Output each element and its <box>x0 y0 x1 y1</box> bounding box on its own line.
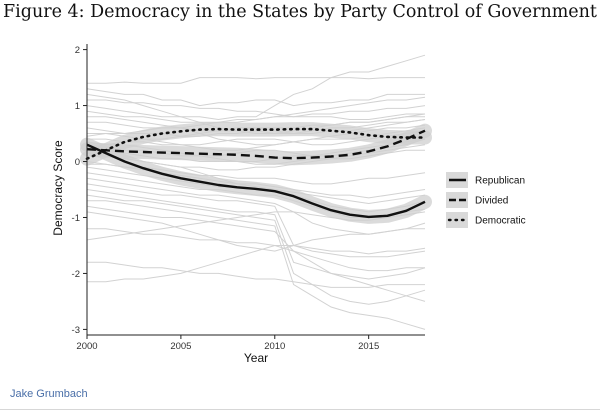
line-republican <box>86 143 426 219</box>
state-line-21 <box>86 205 426 302</box>
state-line-20 <box>87 200 426 330</box>
legend: Republican Divided Democratic <box>446 172 526 228</box>
y-tick-label: 2 <box>75 45 80 56</box>
state-line-24 <box>87 244 425 283</box>
x-tick-label: 2005 <box>170 341 191 352</box>
state-line-33 <box>87 99 425 120</box>
y-tick-label: -3 <box>72 325 80 336</box>
y-tick-label: -2 <box>72 269 80 280</box>
legend-label-republican: Republican <box>475 176 525 187</box>
legend-label-democratic: Democratic <box>475 216 526 227</box>
x-tick-label: 2000 <box>76 341 97 352</box>
state-line-2 <box>86 88 425 107</box>
y-tick-label: 1 <box>75 101 80 112</box>
y-tick-label: 0 <box>75 157 80 168</box>
fitted-lines <box>85 127 427 219</box>
y-axis-title: Democracy Score <box>51 140 65 236</box>
y-tick-label: -1 <box>72 213 80 224</box>
state-line-3 <box>86 54 426 121</box>
line-democratic <box>85 127 427 160</box>
x-axis-title: Year <box>244 351 268 365</box>
state-line-31 <box>86 211 425 252</box>
x-tick-label: 2015 <box>358 341 379 352</box>
state-line-1 <box>87 77 425 84</box>
state-line-17 <box>86 183 426 258</box>
author-credit[interactable]: Jake Grumbach <box>10 388 88 400</box>
legend-label-divided: Divided <box>475 196 508 207</box>
state-line-25 <box>87 261 425 288</box>
axes: -3 -2 -1 0 1 2 2000 2005 2010 2015 <box>72 44 425 352</box>
state-line-19 <box>86 194 426 305</box>
state-line-22 <box>87 228 426 255</box>
state-line-18 <box>86 189 426 280</box>
democracy-chart: -3 -2 -1 0 1 2 2000 2005 2010 2015 Republican Divi… <box>51 44 526 365</box>
legend-key-bg <box>446 192 468 208</box>
x-tick-label: 2010 <box>264 341 285 352</box>
line-divided <box>86 129 426 160</box>
figure-title: Figure 4: Democracy in the States by Par… <box>3 2 597 22</box>
divider <box>0 409 600 410</box>
